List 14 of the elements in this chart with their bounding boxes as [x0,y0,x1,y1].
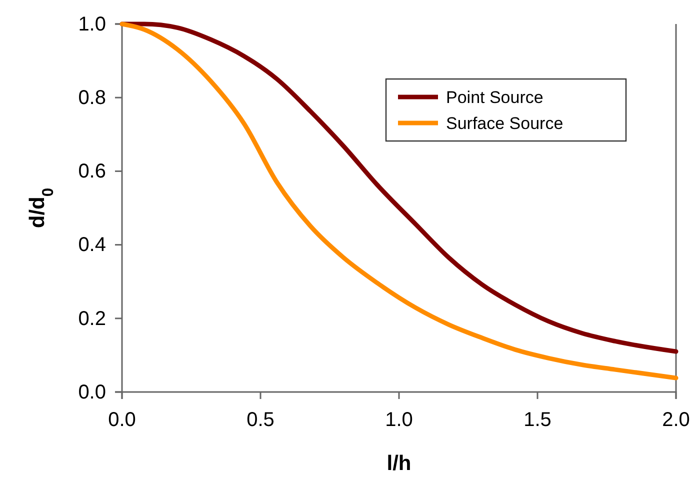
y-tick-label: 0.0 [78,381,106,404]
y-tick-label: 0.4 [78,234,106,256]
y-tick-label: 0.2 [78,308,106,330]
x-axis-title: l/h [386,452,412,475]
y-tick-label: 0.8 [78,87,106,109]
x-tick-label: 2.0 [662,409,690,431]
x-tick-label: 1.0 [385,409,413,431]
x-tick-label: 0.5 [246,409,274,431]
y-tick-label: 0.6 [78,160,106,183]
legend-label: Surface Source [446,114,564,133]
x-tick-label: 1.5 [524,409,552,431]
x-tick-label: 0.0 [108,409,136,431]
y-tick-label: 1.0 [78,13,106,36]
legend-label: Point Source [446,88,544,107]
